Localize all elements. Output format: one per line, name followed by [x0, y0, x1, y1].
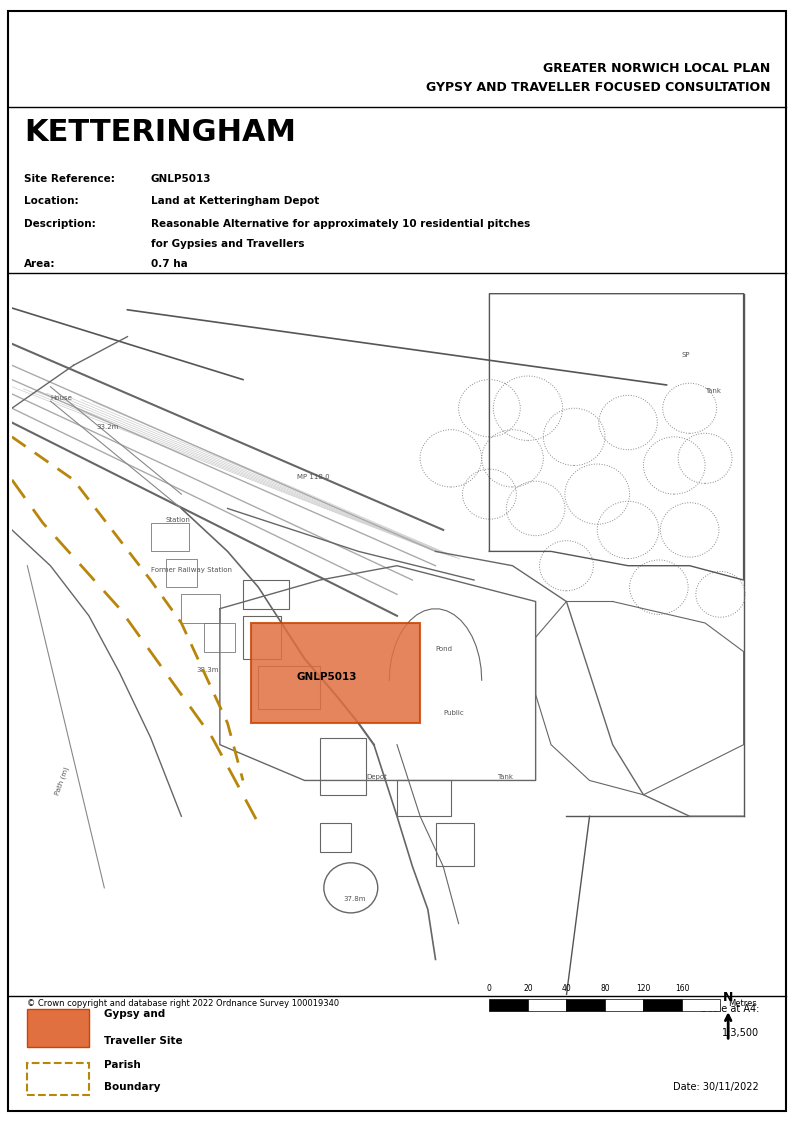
- Text: GNLP5013: GNLP5013: [151, 174, 211, 184]
- Bar: [436, 824, 474, 866]
- Bar: [27, 1063, 89, 1095]
- Text: Former Railway Station: Former Railway Station: [151, 567, 232, 573]
- Bar: [166, 559, 197, 587]
- Text: KETTERINGHAM: KETTERINGHAM: [24, 118, 296, 147]
- Text: 38.3m: 38.3m: [197, 668, 219, 673]
- Text: Metres: Metres: [728, 999, 757, 1008]
- Text: Reasonable Alternative for approximately 10 residential pitches: Reasonable Alternative for approximately…: [151, 219, 530, 229]
- Text: 37.8m: 37.8m: [343, 896, 365, 902]
- Text: Area:: Area:: [24, 259, 56, 269]
- Bar: [243, 580, 289, 608]
- Text: Station: Station: [166, 517, 191, 523]
- Bar: [27, 1010, 89, 1047]
- Text: 1:3,500: 1:3,500: [722, 1029, 759, 1039]
- Bar: [682, 999, 720, 1011]
- Text: House: House: [51, 395, 72, 401]
- Text: Tank: Tank: [497, 774, 513, 781]
- Text: for Gypsies and Travellers: for Gypsies and Travellers: [151, 239, 304, 249]
- Text: N: N: [723, 991, 734, 1004]
- Text: 0: 0: [487, 984, 491, 993]
- Text: 160: 160: [675, 984, 689, 993]
- Text: Path (m): Path (m): [54, 765, 71, 795]
- Text: Description:: Description:: [24, 219, 95, 229]
- Bar: [605, 999, 643, 1011]
- Text: Location:: Location:: [24, 196, 79, 206]
- Bar: [205, 623, 235, 652]
- Bar: [151, 523, 189, 551]
- Text: Pond: Pond: [436, 645, 453, 652]
- Text: MP 118.0: MP 118.0: [297, 473, 330, 480]
- Text: Traveller Site: Traveller Site: [104, 1036, 183, 1046]
- Bar: [566, 999, 605, 1011]
- Text: GREATER NORWICH LOCAL PLAN: GREATER NORWICH LOCAL PLAN: [543, 62, 770, 75]
- Text: © Crown copyright and database right 2022 Ordnance Survey 100019340: © Crown copyright and database right 202…: [27, 999, 340, 1008]
- Bar: [528, 999, 566, 1011]
- Text: Date: 30/11/2022: Date: 30/11/2022: [673, 1083, 759, 1093]
- Bar: [251, 623, 420, 724]
- Text: GNLP5013: GNLP5013: [297, 672, 357, 682]
- Bar: [397, 781, 451, 817]
- Text: Tank: Tank: [705, 388, 721, 394]
- Text: 20: 20: [523, 984, 533, 993]
- Text: GYPSY AND TRAVELLER FOCUSED CONSULTATION: GYPSY AND TRAVELLER FOCUSED CONSULTATION: [426, 81, 770, 94]
- Text: 0.7 ha: 0.7 ha: [151, 259, 187, 269]
- Text: Public: Public: [443, 710, 464, 716]
- Bar: [489, 999, 528, 1011]
- Bar: [243, 616, 281, 659]
- Bar: [643, 999, 682, 1011]
- Bar: [181, 595, 220, 623]
- Text: Scale at A4:: Scale at A4:: [700, 1004, 759, 1014]
- Text: 120: 120: [636, 984, 650, 993]
- Text: Gypsy and: Gypsy and: [104, 1010, 166, 1019]
- Bar: [258, 666, 320, 709]
- Text: Site Reference:: Site Reference:: [24, 174, 114, 184]
- Text: 33.2m: 33.2m: [97, 424, 119, 430]
- Text: Depot: Depot: [366, 774, 387, 781]
- Text: Boundary: Boundary: [104, 1082, 161, 1092]
- Text: Land at Ketteringham Depot: Land at Ketteringham Depot: [151, 196, 319, 206]
- Text: 80: 80: [600, 984, 610, 993]
- Bar: [320, 737, 366, 794]
- Text: 40: 40: [561, 984, 572, 993]
- Bar: [320, 824, 351, 852]
- Text: Parish: Parish: [104, 1060, 141, 1070]
- Text: SP: SP: [682, 352, 691, 358]
